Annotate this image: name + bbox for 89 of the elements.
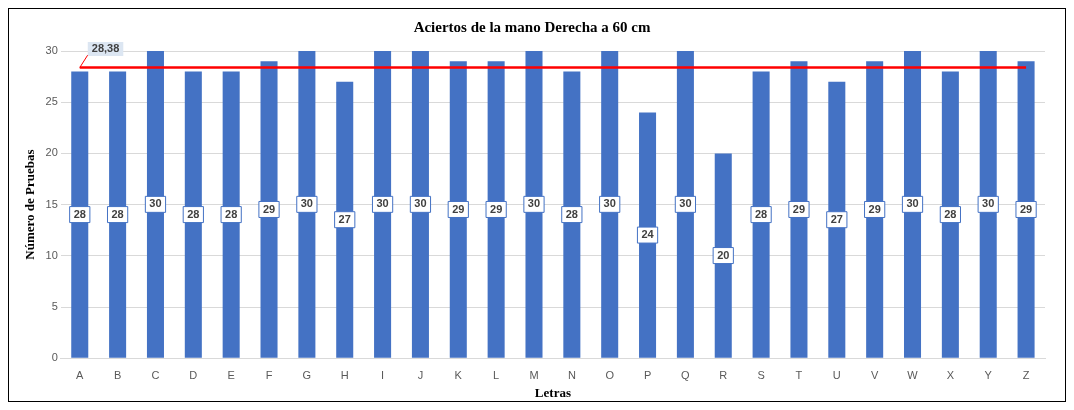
bar [411,51,429,358]
x-tick-label: Z [1022,368,1030,381]
data-label: 28 [944,207,957,220]
data-label: 29 [452,202,465,215]
bar [828,81,846,358]
data-label: 20 [717,248,730,261]
bar [487,61,505,358]
bar [752,71,770,358]
data-label: 30 [149,197,162,210]
data-label: 30 [300,197,313,210]
bar [449,61,467,358]
x-tick-label: L [493,368,500,381]
x-tick-label: P [643,368,652,381]
data-label: 29 [490,202,503,215]
data-label: 30 [527,197,541,210]
x-tick-label: C [151,368,160,381]
bar [979,51,997,358]
y-tick-label: 0 [51,351,58,364]
x-tick-label: N [567,368,576,381]
bar [374,51,392,358]
x-tick-label: K [454,368,463,381]
x-tick-label: G [302,368,312,381]
data-label: 30 [679,197,692,210]
x-tick-label: Q [681,368,691,381]
x-tick-label: T [795,368,803,381]
data-label: 29 [1019,202,1033,215]
y-tick-label: 10 [45,248,58,261]
data-label: 30 [376,197,389,210]
bar [184,71,202,358]
data-label: 28 [754,207,768,220]
x-tick-label: A [76,368,85,381]
data-label: 27 [338,212,351,225]
bar [676,51,694,358]
y-tick-label: 20 [45,146,58,159]
data-label: 28 [187,207,200,220]
y-tick-label: 15 [45,197,58,210]
x-tick-label: V [870,368,879,381]
bar [941,71,959,358]
data-label: 28 [225,207,238,220]
bar [298,51,316,358]
bar [525,51,543,358]
data-label: 28 [73,207,86,220]
x-tick-label: S [757,368,765,381]
y-tick-label: 30 [45,44,58,57]
bar [904,51,922,358]
bar [1017,61,1035,358]
data-label: 30 [414,197,427,210]
y-axis-title: Número de Pruebas [22,149,38,260]
data-label: 30 [982,197,995,210]
data-label: 29 [868,202,881,215]
x-tick-label: W [907,368,919,381]
bar [639,112,657,358]
bar [336,81,354,358]
data-label: 29 [792,202,806,215]
ref-line-label: 28,38 [91,42,120,55]
chart-title: Aciertos de la mano Derecha a 60 cm [413,18,651,35]
x-tick-label: E [227,368,235,381]
data-label: 28 [565,207,578,220]
bar [866,61,884,358]
x-tick-label: R [719,368,728,381]
x-tick-label: Y [984,368,993,381]
bar [601,51,619,358]
x-tick-label: M [529,368,539,381]
x-tick-label: O [605,368,615,381]
x-tick-label: H [340,368,349,381]
x-axis-title: Letras [534,384,571,400]
data-label: 28 [111,207,124,220]
x-tick-label: F [265,368,273,381]
x-tick-label: D [189,368,198,381]
x-tick-label: I [381,368,385,381]
bar [714,153,732,358]
data-label: 30 [603,197,616,210]
y-tick-label: 25 [45,95,58,108]
data-label: 24 [641,228,655,241]
data-label: 27 [830,212,843,225]
bar [109,71,127,358]
x-tick-label: B [113,368,122,381]
bar [790,61,808,358]
bar [563,71,581,358]
bar [222,71,240,358]
x-tick-label: J [417,368,424,381]
x-tick-label: U [832,368,841,381]
bar [146,51,164,358]
x-tick-label: X [946,368,955,381]
bar [71,71,89,358]
y-tick-label: 5 [51,300,58,313]
bar [260,61,278,358]
data-label: 30 [906,197,919,210]
data-label: 29 [262,202,276,215]
